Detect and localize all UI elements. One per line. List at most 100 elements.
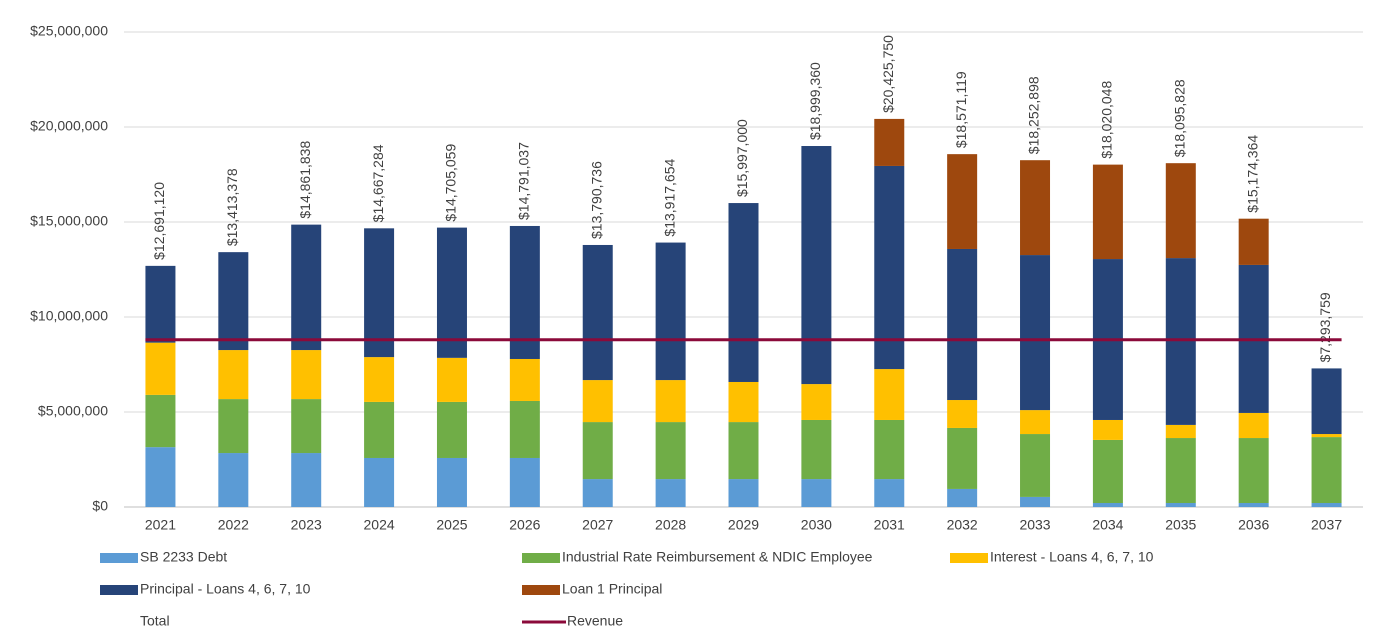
y-tick-label: $5,000,000	[38, 403, 108, 419]
bar-segment	[1165, 503, 1196, 507]
y-tick-label: $25,000,000	[30, 23, 108, 39]
x-tick-label: 2022	[218, 517, 249, 533]
y-tick-label: $10,000,000	[30, 308, 108, 324]
total-label: $18,095,828	[1171, 79, 1187, 157]
y-tick-label: $0	[92, 498, 108, 514]
total-label: $20,425,750	[880, 35, 896, 113]
total-label: $14,667,284	[370, 144, 386, 222]
x-tick-label: 2024	[364, 517, 395, 533]
legend-label: SB 2233 Debt	[140, 549, 227, 565]
bar-segment	[655, 242, 686, 381]
x-tick-label: 2037	[1311, 517, 1342, 533]
bar-segment	[582, 479, 613, 507]
bar-segment	[364, 357, 395, 402]
bar-segment	[145, 265, 176, 343]
bar-segment	[1311, 503, 1342, 507]
bar-segment	[801, 479, 832, 507]
x-tick-label: 2033	[1019, 517, 1050, 533]
bar-segment	[655, 380, 686, 423]
bar-segment	[509, 358, 540, 401]
legend-label: Principal - Loans 4, 6, 7, 10	[140, 581, 311, 597]
bar-segment	[728, 381, 759, 423]
bar-segment	[947, 488, 978, 507]
total-label: $15,997,000	[734, 119, 750, 197]
bar-segment	[291, 453, 322, 507]
bar-segment	[874, 118, 905, 166]
x-tick-label: 2029	[728, 517, 759, 533]
legend-label: Loan 1 Principal	[562, 581, 662, 597]
bar-segment	[728, 422, 759, 480]
total-label: $13,790,736	[588, 161, 604, 239]
bar-segment	[436, 357, 467, 402]
bar-segment	[145, 342, 176, 395]
bar-segment	[947, 400, 978, 428]
x-tick-label: 2028	[655, 517, 686, 533]
bar-segment	[874, 165, 905, 370]
bar-segment	[218, 399, 249, 454]
legend-swatch	[100, 553, 138, 563]
bar-segment	[1238, 503, 1269, 507]
bar-segment	[436, 227, 467, 358]
total-label: $14,705,059	[443, 144, 459, 222]
x-tick-label: 2036	[1238, 517, 1269, 533]
bar-segment	[1238, 438, 1269, 504]
bar-segment	[364, 228, 395, 358]
y-tick-label: $15,000,000	[30, 213, 108, 229]
bar-segment	[947, 154, 978, 249]
bar-segment	[582, 422, 613, 480]
total-label: $13,413,378	[224, 168, 240, 246]
bar-segment	[1020, 434, 1051, 497]
total-label: $18,252,898	[1026, 76, 1042, 154]
total-label: $7,293,759	[1317, 292, 1333, 362]
bar-segment	[1311, 434, 1342, 438]
bar-segment	[436, 401, 467, 458]
bar-segment	[1020, 160, 1051, 256]
bar-segment	[1092, 503, 1123, 507]
legend-swatch	[522, 553, 560, 563]
total-label: $18,571,119	[953, 71, 969, 148]
bar-segment	[728, 203, 759, 382]
bar-segment	[655, 422, 686, 480]
bar-segment	[728, 479, 759, 507]
bar-segment	[364, 401, 395, 458]
bar-segment	[874, 479, 905, 507]
bar-segment	[1311, 437, 1342, 504]
bar-segment	[509, 225, 540, 359]
legend-swatch	[950, 553, 988, 563]
bar-segment	[1092, 419, 1123, 440]
x-tick-label: 2026	[509, 517, 540, 533]
bar-segment	[801, 384, 832, 420]
x-tick-label: 2030	[801, 517, 832, 533]
bar-segment	[1165, 163, 1196, 259]
bar-segment	[1311, 368, 1342, 435]
bar-segment	[874, 369, 905, 420]
bar-segment	[218, 350, 249, 400]
bar-segment	[1238, 412, 1269, 439]
legend-label: Total	[140, 613, 170, 629]
bar-segment	[364, 457, 395, 507]
bar-segment	[947, 427, 978, 489]
x-tick-label: 2035	[1165, 517, 1196, 533]
bar-segment	[145, 394, 176, 448]
bar-segment	[509, 400, 540, 458]
bar-segment	[291, 350, 322, 400]
x-tick-label: 2032	[947, 517, 978, 533]
bar-segment	[801, 146, 832, 385]
legend-label: Industrial Rate Reimbursement & NDIC Emp…	[562, 549, 873, 565]
bar-segment	[1020, 410, 1051, 435]
bar-segment	[1165, 424, 1196, 439]
x-tick-label: 2023	[291, 517, 322, 533]
bar-segment	[1238, 218, 1269, 265]
bar-segment	[1165, 438, 1196, 504]
x-tick-label: 2034	[1092, 517, 1123, 533]
bar-segment	[801, 419, 832, 480]
bar-segment	[582, 380, 613, 423]
bar-segment	[947, 248, 978, 401]
bar-segment	[436, 457, 467, 507]
total-label: $13,917,654	[661, 158, 677, 236]
bar-segment	[218, 453, 249, 507]
bar-segment	[1020, 496, 1051, 507]
bar-segment	[1092, 439, 1123, 504]
bar-segment	[1092, 164, 1123, 260]
x-tick-label: 2025	[436, 517, 467, 533]
